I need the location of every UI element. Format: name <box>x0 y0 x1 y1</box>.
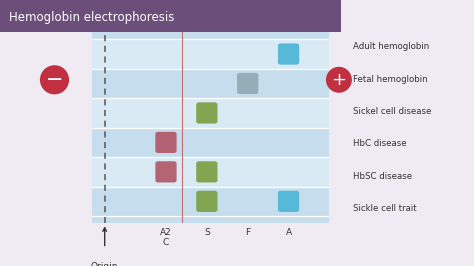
Text: HbSC disease: HbSC disease <box>353 172 412 181</box>
Text: Fetal hemoglobin: Fetal hemoglobin <box>353 74 428 84</box>
Text: Hemoglobin electrophoresis: Hemoglobin electrophoresis <box>9 11 174 24</box>
FancyBboxPatch shape <box>278 43 299 65</box>
FancyBboxPatch shape <box>155 132 177 153</box>
Text: Sickel cell disease: Sickel cell disease <box>353 107 431 116</box>
FancyBboxPatch shape <box>196 161 218 182</box>
Text: Adult hemoglobin: Adult hemoglobin <box>353 42 429 51</box>
FancyBboxPatch shape <box>196 102 218 123</box>
Text: Origin: Origin <box>91 262 118 266</box>
Bar <box>92 98 329 128</box>
Bar <box>92 32 329 39</box>
FancyBboxPatch shape <box>196 191 218 212</box>
Bar <box>92 39 329 69</box>
Bar <box>92 69 329 98</box>
Text: +: + <box>331 71 346 89</box>
Text: HbC disease: HbC disease <box>353 139 407 148</box>
FancyBboxPatch shape <box>237 73 258 94</box>
FancyBboxPatch shape <box>278 191 299 212</box>
Bar <box>92 157 329 187</box>
Bar <box>92 216 329 223</box>
Bar <box>92 187 329 216</box>
Bar <box>92 128 329 157</box>
Text: −: − <box>46 70 63 90</box>
FancyBboxPatch shape <box>155 161 177 182</box>
Text: Sickle cell trait: Sickle cell trait <box>353 204 417 213</box>
